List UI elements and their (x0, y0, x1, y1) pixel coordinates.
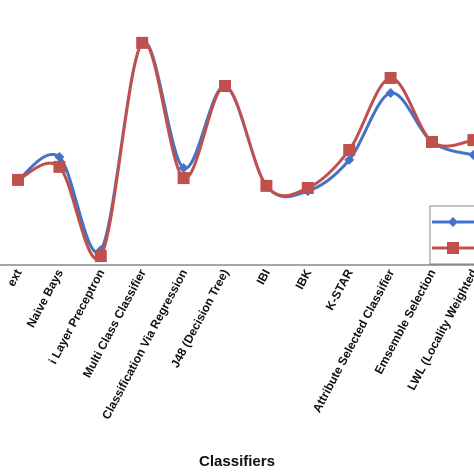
x-tick-label: Naive Bays (24, 267, 67, 330)
data-point (136, 36, 149, 49)
x-axis-title: Classifiers (199, 453, 275, 470)
x-tick-label: Classification Via Regression (99, 267, 190, 422)
data-point (343, 144, 356, 156)
legend-marker (447, 242, 459, 254)
x-tick-label: K-STAR (323, 267, 356, 313)
data-point (12, 173, 24, 186)
series-line (17, 40, 474, 254)
data-point (467, 134, 474, 147)
x-tick-label: Attribute Selected Classifier (310, 267, 398, 415)
data-point (219, 80, 231, 93)
data-point (178, 162, 189, 173)
series-line (17, 40, 474, 261)
x-tick-label: IBI (253, 267, 273, 287)
x-tick-label: IBK (292, 267, 314, 292)
data-point (260, 179, 273, 192)
data-point (384, 71, 397, 84)
x-tick-label: LWL (Locality Weighted (404, 267, 474, 393)
legend-marker (448, 217, 458, 227)
data-point (94, 250, 107, 263)
data-point (177, 172, 190, 185)
data-point (344, 154, 355, 165)
data-point (54, 152, 65, 163)
data-point (301, 181, 314, 194)
data-point (468, 149, 474, 160)
x-tick-label: ext (4, 267, 25, 289)
data-point (385, 88, 396, 99)
legend (429, 205, 474, 265)
data-point (426, 135, 438, 148)
data-point (53, 160, 66, 173)
